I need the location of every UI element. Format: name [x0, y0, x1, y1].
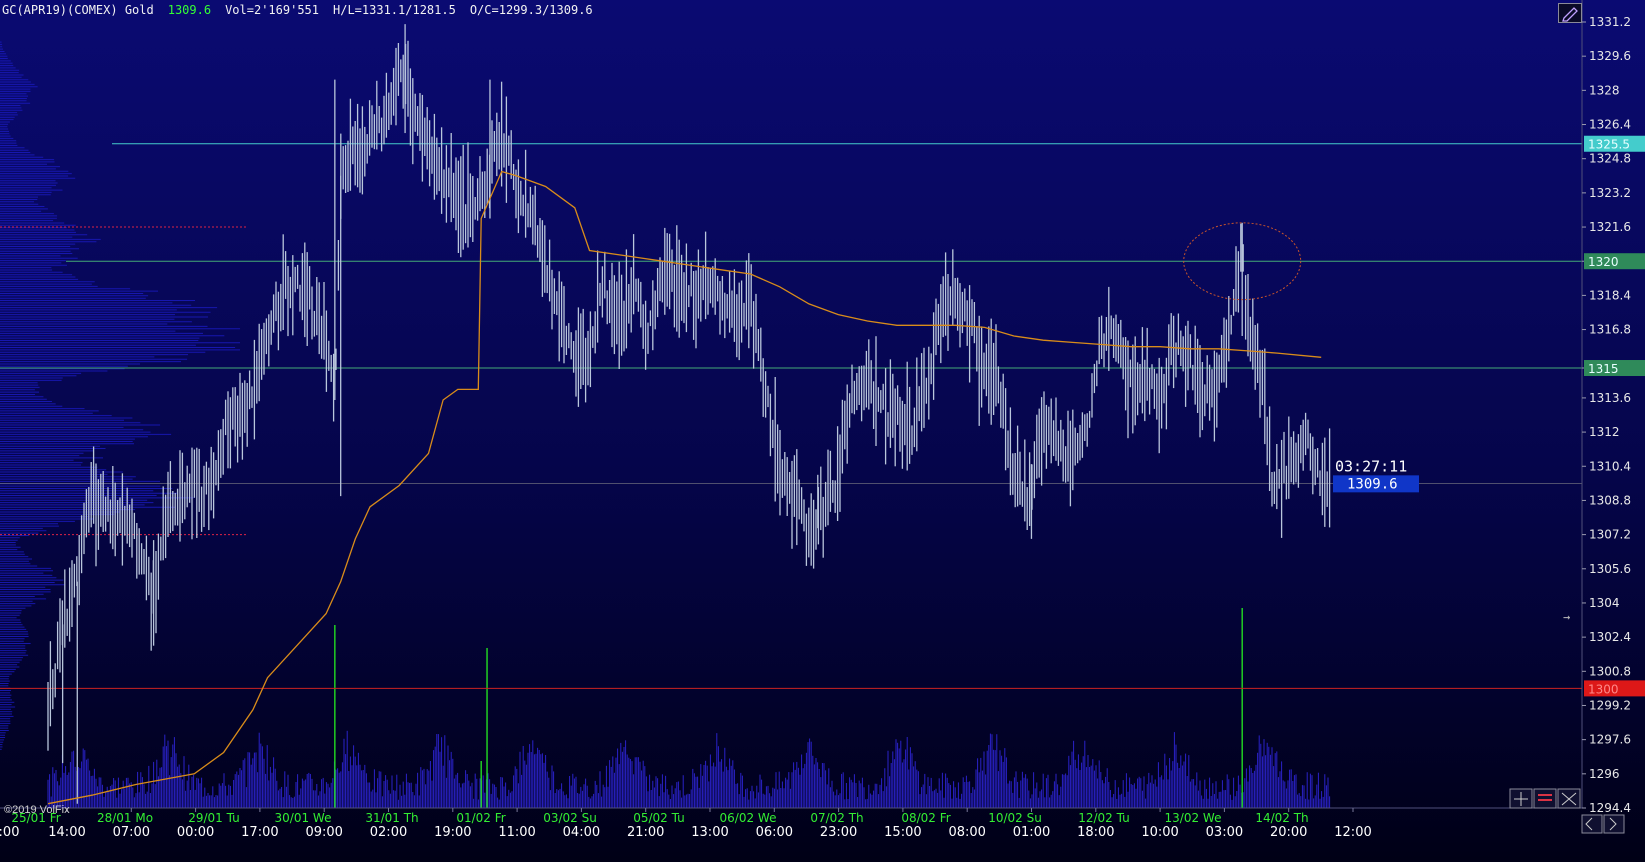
- x-time-label: 02:00: [370, 825, 407, 840]
- last-price-badge: [1333, 475, 1419, 493]
- draw-tool-button[interactable]: [1558, 3, 1582, 23]
- x-time-label: 07:00: [113, 825, 150, 840]
- x-time-label: 19:00: [434, 825, 471, 840]
- symbol-name: GC(APR19)(COMEX) Gold: [2, 3, 154, 17]
- x-date-label: 05/02 Tu: [633, 811, 685, 825]
- y-tick-label: 1328: [1589, 83, 1620, 97]
- y-tick-label: 1294.4: [1589, 801, 1631, 815]
- scroll-arrow-icon: →: [1563, 610, 1570, 624]
- x-date-label: 25/01 Fr: [11, 811, 60, 825]
- countdown-timer: 03:27:11: [1335, 457, 1407, 475]
- layout-icon[interactable]: [1533, 788, 1557, 809]
- y-tick-label: 1296: [1589, 767, 1620, 781]
- x-time-label: 11:00: [498, 825, 535, 840]
- x-time-label: 17:00: [241, 825, 278, 840]
- y-tick-label: 1297.6: [1589, 733, 1631, 747]
- chart-controls[interactable]: [1509, 788, 1625, 834]
- x-date-label: 07/02 Th: [810, 811, 863, 825]
- last-price-badge-text: 1309.6: [1347, 476, 1398, 492]
- x-date-label: 06/02 We: [720, 811, 777, 825]
- x-time-label: 20:00: [1270, 825, 1307, 840]
- copyright-text: ©2019 VolFix: [4, 804, 70, 816]
- x-time-label: 03:00: [1206, 825, 1243, 840]
- y-tick-label: 1304: [1589, 596, 1620, 610]
- vwap-path: [47, 170, 1322, 805]
- price-level-tag-label: 1300: [1588, 682, 1619, 696]
- grid-lines-icon: [1514, 792, 1528, 806]
- y-tick-label: 1318.4: [1589, 288, 1631, 302]
- price-level-tag: [1584, 360, 1645, 377]
- x-time-label: 21:00: [627, 825, 664, 840]
- x-time-label: 13:00: [691, 825, 728, 840]
- x-time-label: 18:00: [1077, 825, 1114, 840]
- x-date-label: 30/01 We: [275, 811, 332, 825]
- x-time-label: 04:00: [563, 825, 600, 840]
- x-date-label: 28/01 Mo: [97, 811, 153, 825]
- volume-stat: Vol=2'169'551: [225, 3, 319, 17]
- x-date-label: 12/02 Tu: [1078, 811, 1130, 825]
- last-price: 1309.6: [167, 3, 212, 17]
- x-axis: :00 14:00 07:00 00:00 17:00 09:00 02:00 19:00 11…: [0, 807, 1582, 840]
- x-time-label: 06:00: [756, 825, 793, 840]
- x-date-label: 14/02 Th: [1255, 811, 1308, 825]
- x-time-label: 12:00: [1334, 825, 1371, 840]
- y-tick-label: 1329.6: [1589, 49, 1631, 63]
- x-date-label: 03/02 Su: [543, 811, 597, 825]
- pencil-icon: [1562, 7, 1578, 22]
- x-date-label: 10/02 Su: [988, 811, 1042, 825]
- y-tick-label: 1323.2: [1589, 186, 1631, 200]
- layout-lines-icon: [1538, 794, 1552, 801]
- scroll-right-button[interactable]: [1603, 814, 1625, 834]
- price-level-tag-label: 1325.5: [1588, 138, 1630, 152]
- y-tick-label: 1308.8: [1589, 493, 1631, 507]
- open-close-stat: O/C=1299.3/1309.6: [469, 3, 593, 17]
- y-tick-label: 1331.2: [1589, 15, 1631, 29]
- x-date-label: 13/02 We: [1165, 811, 1222, 825]
- chevron-icon: [1585, 817, 1593, 831]
- chevron-icon: [1609, 817, 1617, 831]
- chart-header: GC(APR19)(COMEX) Gold 1309.6 Vol=2'169'551…: [2, 3, 607, 21]
- price-level-tag-label: 1320: [1588, 255, 1619, 269]
- scroll-left-button[interactable]: [1581, 814, 1603, 834]
- y-tick-label: 1305.6: [1589, 562, 1631, 576]
- price-level-tag-label: 1315: [1588, 362, 1619, 376]
- y-tick-label: 1316.8: [1589, 323, 1631, 337]
- y-axis: 1331.2 1329.6 1328 1326.4 1324.8 1323.2 1321.6…: [1563, 0, 1645, 815]
- y-tick-label: 1313.6: [1589, 391, 1631, 405]
- y-tick-label: 1300.8: [1589, 664, 1631, 678]
- vwap-line: [47, 170, 1322, 805]
- x-time-label: 01:00: [1013, 825, 1050, 840]
- x-time-label: 08:00: [948, 825, 985, 840]
- x-date-label: 08/02 Fr: [901, 811, 950, 825]
- x-time-label: 14:00: [48, 825, 85, 840]
- y-tick-label: 1299.2: [1589, 698, 1631, 712]
- x-date-label: 31/01 Th: [365, 811, 418, 825]
- high-low-stat: H/L=1331.1/1281.5: [333, 3, 456, 17]
- y-tick-label: 1310.4: [1589, 459, 1631, 473]
- volume-profile: [0, 41, 248, 750]
- x-time-label: 23:00: [820, 825, 857, 840]
- x-time-label: 00:00: [177, 825, 214, 840]
- x-time-label: 09:00: [305, 825, 342, 840]
- highlight-ellipse: [1183, 222, 1302, 301]
- price-level-tag: [1584, 253, 1645, 270]
- price-level-tag: [1584, 135, 1645, 152]
- y-tick-label: 1321.6: [1589, 220, 1631, 234]
- fullscreen-arrows-icon: [1561, 792, 1577, 806]
- y-tick-label: 1307.2: [1589, 528, 1631, 542]
- x-time-label: :00: [0, 825, 19, 840]
- x-time-label: 10:00: [1141, 825, 1178, 840]
- y-tick-label: 1312: [1589, 425, 1620, 439]
- y-tick-label: 1302.4: [1589, 630, 1631, 644]
- x-date-label: 29/01 Tu: [188, 811, 240, 825]
- price-bars: [47, 24, 1331, 804]
- x-date-label: 01/02 Fr: [456, 811, 505, 825]
- x-time-label: 15:00: [884, 825, 921, 840]
- price-level-tag: [1584, 680, 1645, 697]
- y-tick-label: 1326.4: [1589, 118, 1631, 132]
- y-tick-label: 1324.8: [1589, 152, 1631, 166]
